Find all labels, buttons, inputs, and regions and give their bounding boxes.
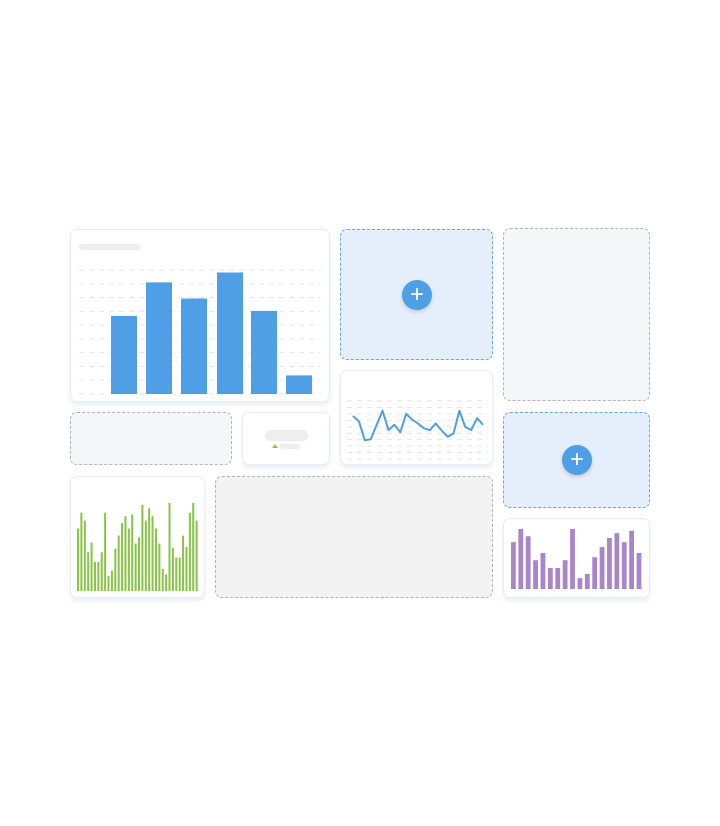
bar xyxy=(148,508,151,591)
bar xyxy=(77,528,80,591)
bar xyxy=(171,547,174,591)
bar-chart xyxy=(79,269,321,395)
bar xyxy=(584,574,590,589)
bar xyxy=(629,530,635,589)
bar xyxy=(111,315,137,394)
bar xyxy=(286,375,312,394)
stat-card xyxy=(242,412,330,465)
bar xyxy=(144,520,147,591)
bar xyxy=(110,570,113,591)
bar xyxy=(127,528,130,591)
bar xyxy=(614,533,620,589)
bar xyxy=(104,512,107,591)
bar-chart-card xyxy=(70,229,330,402)
green-bar-chart xyxy=(77,503,198,591)
bar xyxy=(251,310,277,394)
bar xyxy=(518,529,524,589)
stat-value-placeholder xyxy=(265,430,308,441)
bar xyxy=(175,557,178,591)
bar xyxy=(100,552,103,591)
bar xyxy=(158,543,161,591)
bar xyxy=(181,298,207,394)
bar xyxy=(192,503,195,591)
green-bar-chart-card xyxy=(70,476,205,598)
bar xyxy=(599,547,605,589)
bar xyxy=(80,512,83,591)
bar xyxy=(592,557,598,589)
line-chart xyxy=(347,400,488,460)
bar xyxy=(511,542,516,589)
bar xyxy=(141,504,144,591)
stat-change-placeholder xyxy=(280,444,300,449)
bar xyxy=(151,516,154,591)
empty-widget-slot[interactable] xyxy=(215,476,493,598)
bar xyxy=(90,542,93,591)
title-placeholder xyxy=(79,244,141,250)
arrow-up-icon xyxy=(272,444,278,448)
bar xyxy=(540,553,546,589)
bar xyxy=(117,535,120,591)
bar xyxy=(161,569,164,591)
add-widget-slot[interactable]: + xyxy=(503,412,650,508)
bar xyxy=(547,568,553,589)
bar xyxy=(555,568,561,589)
bar xyxy=(124,516,127,591)
bar xyxy=(178,557,181,591)
bar xyxy=(165,574,168,591)
purple-bar-chart-card xyxy=(503,518,650,598)
bar xyxy=(134,543,137,591)
bar xyxy=(154,528,157,591)
bar xyxy=(577,578,583,589)
bar xyxy=(87,552,90,591)
bar xyxy=(182,535,185,591)
bar xyxy=(83,520,86,591)
bar xyxy=(570,529,575,589)
bar xyxy=(114,548,117,591)
bar xyxy=(97,561,100,591)
bar xyxy=(93,561,96,591)
bar xyxy=(607,538,612,589)
bar xyxy=(168,503,171,591)
line-chart-card xyxy=(340,370,493,465)
empty-widget-slot[interactable] xyxy=(503,228,650,401)
bar xyxy=(533,560,538,589)
bar xyxy=(636,553,642,589)
bar xyxy=(621,542,627,589)
purple-bar-chart xyxy=(511,529,642,589)
line-series xyxy=(352,409,484,442)
empty-widget-slot[interactable] xyxy=(70,412,232,465)
bar xyxy=(146,282,172,394)
bar xyxy=(217,272,243,394)
bar xyxy=(525,536,531,589)
bar xyxy=(107,576,110,591)
bar xyxy=(188,512,191,591)
bar xyxy=(121,523,124,591)
add-widget-slot[interactable]: + xyxy=(340,229,493,360)
bar xyxy=(131,514,134,591)
bar xyxy=(185,547,188,591)
bar xyxy=(138,537,141,591)
plus-icon[interactable]: + xyxy=(402,280,432,310)
bar xyxy=(195,520,198,591)
plus-icon[interactable]: + xyxy=(562,445,592,475)
bar xyxy=(562,560,568,589)
